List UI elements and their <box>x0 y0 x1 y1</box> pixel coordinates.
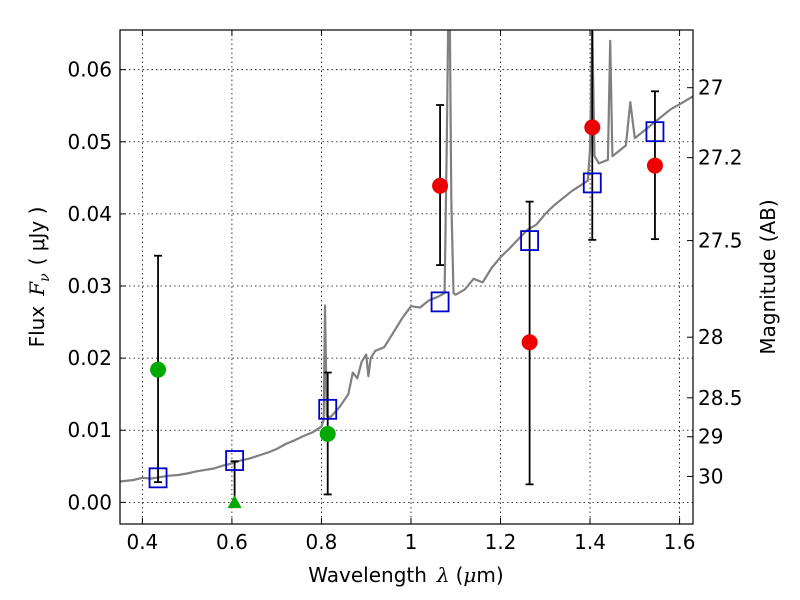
y2-tick-label: 28 <box>698 325 723 349</box>
x-tick-label: 0.4 <box>126 530 158 554</box>
x-tick-label: 1.4 <box>574 530 606 554</box>
observed-points <box>150 119 663 509</box>
y2-tick-label: 27 <box>698 76 723 100</box>
observed-circle-marker <box>646 157 663 174</box>
x-tick-label: 0.8 <box>306 530 338 554</box>
model-photometry-square <box>148 467 168 489</box>
plot-frame <box>119 29 694 525</box>
y2-tick-label: 29 <box>698 425 723 449</box>
model-photometry-square <box>225 450 245 471</box>
error-bars <box>154 30 659 504</box>
observed-circle-marker <box>521 334 538 351</box>
y2-tick-label: 28.5 <box>698 386 743 410</box>
y-tick-label: 0.01 <box>67 418 112 442</box>
observed-circle-marker <box>150 361 167 378</box>
model-photometry-square <box>582 172 602 194</box>
y2-axis-label: Magnitude (AB) <box>756 199 780 354</box>
model-spectrum-line <box>120 30 693 483</box>
model-photometry-square <box>645 121 665 143</box>
plot-area <box>120 30 693 509</box>
y2-tick-label: 27.5 <box>698 229 743 253</box>
x-tick-label: 1 <box>405 530 418 554</box>
y2-tick-label: 27.2 <box>698 146 743 170</box>
grid-lines <box>120 30 693 524</box>
y2-tick-label: 30 <box>698 464 723 488</box>
x-tick-label: 1.2 <box>485 530 517 554</box>
y-tick-label: 0.00 <box>67 490 112 514</box>
model-photometry-square <box>318 398 338 420</box>
y-axis-label: FluxFν( μJy ) <box>25 207 53 348</box>
observed-circle-marker <box>319 425 336 442</box>
y-tick-label: 0.02 <box>67 346 112 370</box>
tick-labels: 0.4 0.6 0.8 1 1.2 1.4 1.6 0.00 0.01 0.02 0.03 0.04 0… <box>67 58 742 554</box>
y-tick-label: 0.05 <box>67 130 112 154</box>
axis-ticks <box>120 30 693 524</box>
observed-circle-marker <box>584 119 601 136</box>
x-axis-label: Wavelength λ (μm) <box>308 563 503 587</box>
x-tick-label: 1.6 <box>664 530 696 554</box>
observed-triangle-marker <box>227 495 242 509</box>
model-photometry-square <box>520 230 540 251</box>
model-photometry-points <box>148 121 665 489</box>
y-tick-label: 0.06 <box>67 58 112 82</box>
x-tick-label: 0.6 <box>216 530 248 554</box>
y-tick-label: 0.04 <box>67 202 112 226</box>
observed-circle-marker <box>432 177 449 194</box>
model-photometry-square <box>430 291 450 313</box>
y-tick-label: 0.03 <box>67 274 112 298</box>
